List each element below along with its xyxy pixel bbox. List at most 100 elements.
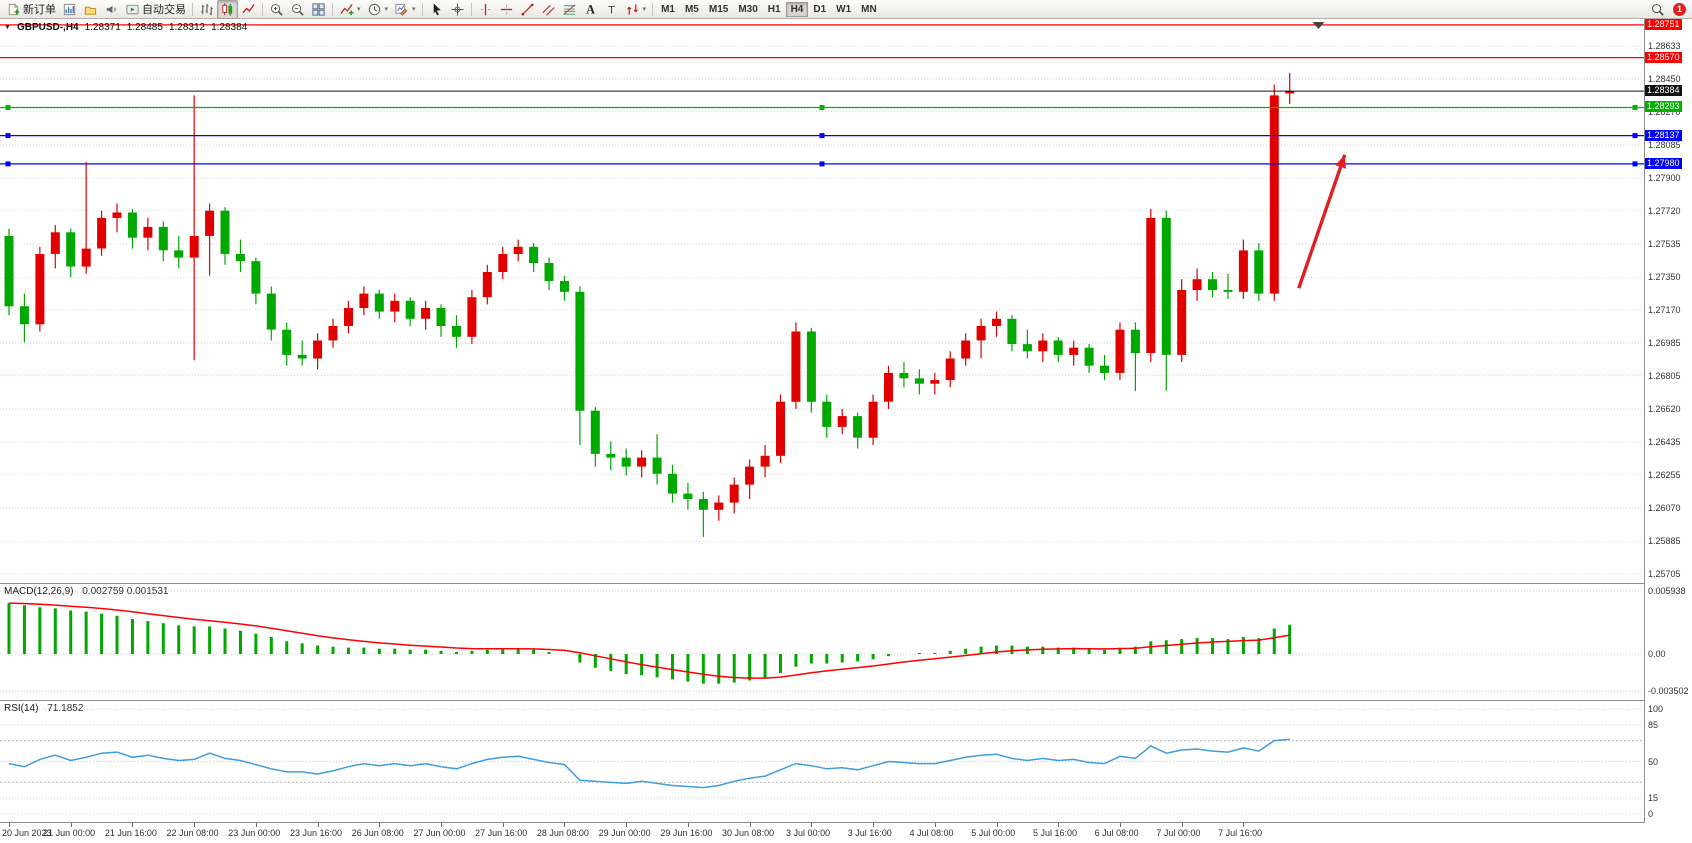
text-label-button[interactable]: T (601, 0, 622, 19)
pane-separator[interactable] (0, 700, 1692, 701)
time-tick (749, 823, 751, 827)
time-label: 7 Jul 00:00 (1156, 828, 1201, 838)
label-icon: T (604, 2, 619, 17)
line-handle[interactable] (1632, 105, 1638, 110)
price-axis[interactable]: 1.286331.284501.282701.280851.279001.277… (1644, 19, 1692, 843)
zoom-in-button[interactable] (266, 0, 287, 19)
toolbar-separator (652, 2, 654, 16)
line-handle[interactable] (1632, 161, 1638, 167)
rsi-pane[interactable]: RSI(14) 71.1852 (0, 701, 1644, 822)
price-plot[interactable] (0, 19, 1644, 583)
timeframe-button-h1[interactable]: H1 (767, 3, 781, 15)
rsi-plot[interactable] (0, 701, 1644, 822)
axis-label: 0.005938 (1648, 586, 1686, 597)
chart-menu-icon[interactable]: ▼ (4, 24, 11, 31)
candle (853, 416, 863, 438)
price-line-label: 1.27980 (1645, 157, 1682, 169)
axis-label: 1.26620 (1648, 403, 1681, 414)
candle (266, 293, 276, 330)
candle (112, 212, 122, 218)
candle (328, 326, 338, 341)
equidistant-channel-button[interactable] (538, 0, 559, 19)
text-icon: A (583, 2, 598, 17)
pane-separator[interactable] (0, 583, 1692, 584)
chart-shift-marker[interactable] (1312, 22, 1325, 29)
notification-badge[interactable]: 1 (1673, 2, 1686, 16)
svg-text:T: T (608, 4, 615, 16)
crosshair-icon (450, 2, 465, 17)
time-axis[interactable]: 20 Jun 2023 21 Jun 00:00 21 Jun 16:00 22 Ju… (0, 823, 1692, 843)
timeframe-button-mn[interactable]: MN (861, 3, 877, 15)
new-order-button[interactable]: 新订单 (3, 0, 59, 19)
axis-label: 1.27720 (1648, 205, 1681, 216)
pane-separator[interactable] (0, 822, 1692, 823)
cursor-button[interactable] (426, 0, 447, 19)
sound-icon (104, 2, 119, 17)
ohlc-close: 1.28384 (211, 22, 248, 33)
timeframe-button-m5[interactable]: M5 (684, 3, 699, 15)
time-tick (70, 823, 72, 827)
fibonacci-button[interactable] (559, 0, 580, 19)
line-handle[interactable] (1632, 133, 1638, 139)
tile-windows-icon (311, 2, 326, 17)
candle (837, 416, 847, 427)
charts-button[interactable] (59, 0, 80, 19)
templates-button[interactable]: ▾ (391, 0, 419, 19)
search-button[interactable] (1647, 0, 1668, 19)
trendline-button[interactable] (517, 0, 538, 19)
timeframe-button-m15[interactable]: M15 (708, 3, 729, 15)
cursor-icon (429, 2, 444, 17)
timeframe-button-m30[interactable]: M30 (738, 3, 758, 15)
line-handle[interactable] (819, 161, 825, 167)
candle (452, 326, 461, 337)
candle (1192, 279, 1202, 290)
indicators-button[interactable]: ▾ (336, 0, 364, 19)
zoom-out-button[interactable] (287, 0, 308, 19)
text-button[interactable]: A (580, 0, 601, 19)
tile-windows-button[interactable] (308, 0, 329, 19)
line-handle[interactable] (5, 105, 11, 110)
bar-chart-mode-button[interactable] (196, 0, 217, 19)
time-tick (255, 823, 257, 827)
candle (1161, 217, 1171, 355)
line-chart-mode-button[interactable] (238, 0, 259, 19)
axis-label: 1.25705 (1648, 568, 1681, 579)
crosshair-button[interactable] (447, 0, 468, 19)
line-handle[interactable] (5, 133, 11, 139)
timeframe-button-h4[interactable]: H4 (785, 1, 809, 17)
arrows-button[interactable]: ▾ (622, 0, 650, 19)
candle (66, 232, 76, 267)
axis-label: 100 (1648, 704, 1664, 715)
candle (313, 340, 323, 359)
horizontal-line-button[interactable] (496, 0, 517, 19)
periods-button[interactable]: ▾ (364, 0, 392, 19)
vertical-line-button[interactable] (475, 0, 496, 19)
ohlc-low: 1.28312 (168, 22, 206, 33)
sound-alerts-button[interactable] (101, 0, 122, 19)
chart-window: ▼ GBPUSD-,H4 1.28371 1.28485 1.28312 1.2… (0, 19, 1692, 843)
line-handle[interactable] (819, 133, 825, 139)
timeframe-button-m1[interactable]: M1 (661, 3, 675, 15)
macd-plot[interactable] (0, 584, 1644, 700)
candle (50, 232, 60, 254)
timeframe-button-d1[interactable]: D1 (813, 3, 827, 15)
arrow-annotation-head[interactable] (1335, 154, 1347, 169)
profiles-button[interactable] (80, 0, 101, 19)
time-tick (1181, 823, 1183, 827)
candle (1146, 217, 1156, 353)
candle (189, 236, 199, 258)
line-handle[interactable] (819, 105, 825, 110)
toolbar-separator (192, 2, 193, 16)
macd-pane[interactable]: MACD(12,26,9) 0.002759 0.001531 (0, 584, 1644, 700)
candlestick-mode-button[interactable] (217, 0, 238, 19)
toolbar-right-group: 1 (1647, 0, 1689, 19)
arrow-annotation[interactable] (1297, 154, 1347, 289)
line-handle[interactable] (5, 161, 11, 167)
timeframe-button-w1[interactable]: W1 (836, 3, 852, 15)
time-label: 4 Jul 08:00 (909, 828, 954, 838)
price-pane[interactable]: ▼ GBPUSD-,H4 1.28371 1.28485 1.28312 1.2… (0, 19, 1644, 583)
candle (760, 455, 770, 467)
autotrading-button[interactable]: 自动交易 (122, 0, 189, 19)
indicators-icon (339, 2, 354, 17)
candle (282, 329, 292, 355)
